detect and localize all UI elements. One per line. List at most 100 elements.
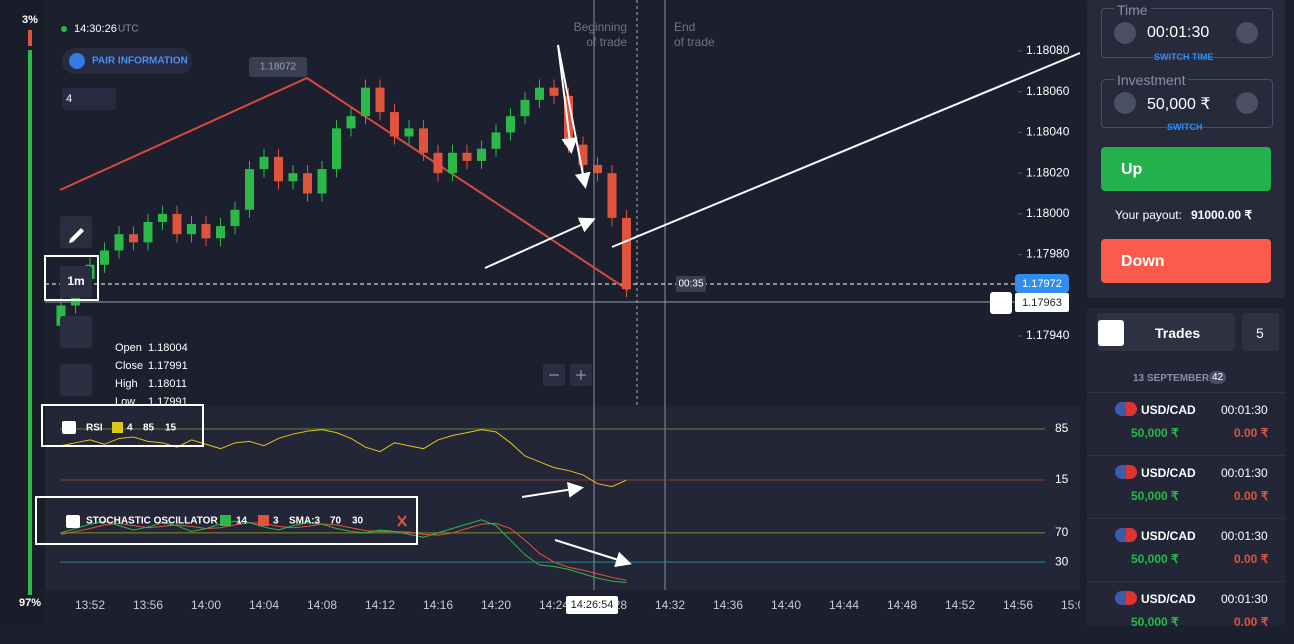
- y-tick-label: 1.18020: [1026, 165, 1070, 179]
- payout-label: Your payout:: [1115, 208, 1182, 222]
- time-minus[interactable]: [1114, 22, 1136, 44]
- x-tick-label: 14:32: [655, 598, 685, 612]
- stoch-param: SMA:3: [289, 516, 321, 527]
- pair-info: PAIR INFORMATION: [92, 56, 188, 67]
- candle-body: [230, 209, 240, 227]
- indicator-area: [45, 407, 1080, 590]
- trade-time: 00:01:30: [1221, 592, 1268, 606]
- candle-body: [114, 234, 124, 251]
- candle-body: [520, 99, 530, 117]
- candle-body: [303, 173, 312, 194]
- indicator-line: [60, 522, 627, 581]
- down-button[interactable]: [1101, 239, 1271, 283]
- investment-minus[interactable]: [1114, 92, 1136, 114]
- ratio-red: [28, 30, 32, 46]
- count-button[interactable]: [62, 88, 116, 110]
- stoch-param: 70: [330, 516, 342, 527]
- trade-pair: USD/CAD: [1141, 592, 1196, 606]
- countdown-badge: [676, 276, 706, 292]
- trades-count: 5: [1256, 325, 1264, 341]
- trade-profit: 0.00 ₹: [1234, 489, 1269, 503]
- pair-info-button[interactable]: [62, 48, 192, 74]
- level-tag-label: 1.17963: [1022, 297, 1062, 309]
- time-plus[interactable]: [1236, 22, 1258, 44]
- ohlc-value: 1.17991: [148, 360, 188, 372]
- indicator-tool[interactable]: [60, 364, 92, 396]
- trade-amount: 50,000 ₹: [1131, 552, 1179, 566]
- trade-pair: USD/CAD: [1141, 403, 1196, 417]
- candle-body: [607, 173, 617, 218]
- page: 3% 97% 1.18080 1.18060 1.18040 1.18020 1.180…: [0, 0, 1285, 629]
- y-tick-label: 85: [1055, 421, 1069, 435]
- end-label: of trade: [674, 35, 715, 49]
- trend-lines: [59, 76, 629, 291]
- x-tick-label: 13:52: [75, 598, 105, 612]
- trade-amount: 50,000 ₹: [1131, 489, 1179, 503]
- payout: 91000.00 ₹: [1191, 208, 1253, 222]
- draw-tool[interactable]: [60, 216, 92, 248]
- chart-type-tool[interactable]: [60, 316, 92, 348]
- investment-label: Investment: [1114, 72, 1189, 88]
- investment-value: 50,000 ₹: [1147, 96, 1211, 113]
- stoch-swatch: [220, 515, 231, 526]
- x-tick-label: 14:08: [307, 598, 337, 612]
- close-icon[interactable]: [397, 515, 407, 527]
- ratio-green: [28, 50, 32, 595]
- ohlc-label: High: [115, 378, 138, 390]
- date-count: 42: [1209, 371, 1227, 384]
- price-tag: [1015, 274, 1069, 293]
- candle-body: [419, 128, 428, 153]
- up-button[interactable]: [1101, 147, 1271, 191]
- candle-body: [535, 87, 544, 100]
- trade-profit: 0.00 ₹: [1234, 426, 1269, 440]
- switch-time[interactable]: SWITCH TIME: [1154, 52, 1214, 62]
- flag-icon: [1115, 591, 1137, 605]
- timeframe-tool[interactable]: [60, 266, 92, 298]
- flag-icon: [1115, 402, 1137, 416]
- trades-title: Trades: [1155, 325, 1201, 341]
- switch[interactable]: SWITCH: [1167, 122, 1203, 132]
- candle-body: [317, 169, 327, 194]
- investment-plus[interactable]: [1236, 92, 1258, 114]
- stoch-toggle[interactable]: [66, 515, 80, 528]
- candle-body: [158, 213, 167, 222]
- alert-button[interactable]: [990, 292, 1012, 314]
- trade-row: [1087, 518, 1285, 581]
- sidebar: [0, 0, 45, 625]
- indicator-line: [60, 519, 627, 584]
- level-tag: [1015, 293, 1069, 312]
- candle-body: [288, 173, 298, 182]
- stoch-swatch: [258, 515, 269, 526]
- trade-amount: 50,000 ₹: [1131, 615, 1179, 629]
- candle-body: [506, 116, 515, 133]
- trade-row: [1087, 455, 1285, 518]
- x-tick-label: 13:56: [133, 598, 163, 612]
- ohlc-value: 1.18004: [148, 342, 188, 354]
- rsi-name: RSI: [86, 423, 103, 434]
- x-tick-label: 14:12: [365, 598, 395, 612]
- down-label: Down: [1121, 253, 1165, 270]
- x-tick-label: 14:44: [829, 598, 859, 612]
- trade-amount: 50,000 ₹: [1131, 426, 1179, 440]
- y-tick-label: 15: [1055, 472, 1069, 486]
- candle-body: [390, 112, 399, 137]
- ratio-bottom: 97%: [19, 597, 41, 609]
- up-label: Up: [1121, 161, 1143, 178]
- candle-body: [564, 95, 573, 145]
- candle-body: [433, 152, 443, 174]
- stoch-param: 30: [352, 516, 364, 527]
- candle-body: [361, 87, 370, 117]
- x-tick-label: 14:24: [539, 598, 569, 612]
- rsi-param: 85: [143, 423, 155, 434]
- time-label: Time: [1114, 2, 1151, 18]
- candle-body: [578, 144, 588, 166]
- collapse-button[interactable]: [1098, 320, 1124, 346]
- price-tag-label: 1.17972: [1022, 278, 1062, 290]
- ohlc-label: Close: [115, 360, 143, 372]
- begin-label: Beginning: [574, 20, 627, 34]
- rsi-toggle[interactable]: [62, 421, 76, 434]
- time-box: [1101, 8, 1273, 58]
- trade-time: 00:01:30: [1221, 466, 1268, 480]
- y-tick-label: 1.18080: [1026, 43, 1070, 57]
- candle-body: [187, 224, 196, 235]
